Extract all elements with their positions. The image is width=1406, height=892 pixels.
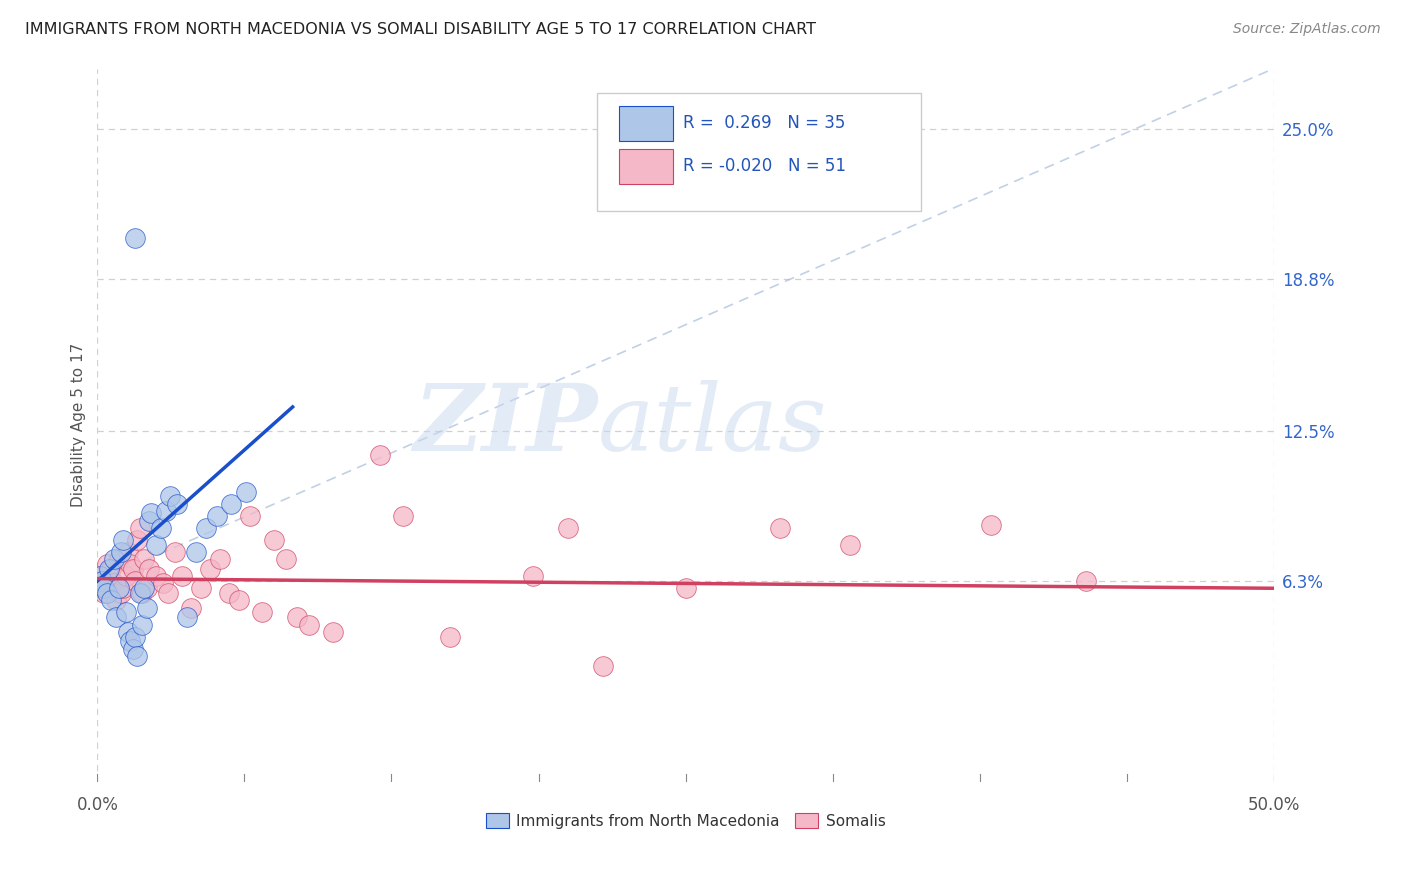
Point (100, 562, 122, 576)
Point (96, 557, 118, 571)
Point (124, 231, 146, 245)
Point (103, 552, 125, 566)
Point (145, 538, 167, 552)
Point (114, 606, 136, 620)
Point (285, 610, 308, 624)
Text: Source: ZipAtlas.com: Source: ZipAtlas.com (1233, 22, 1381, 37)
Point (176, 610, 198, 624)
Point (120, 557, 142, 571)
Point (839, 538, 862, 552)
Point (235, 484, 257, 499)
Point (96, 586, 118, 600)
Point (675, 581, 697, 595)
Point (127, 533, 149, 547)
Point (152, 576, 174, 591)
Point (112, 533, 135, 547)
Point (239, 508, 262, 523)
Point (980, 518, 1002, 533)
Point (103, 576, 125, 591)
Point (107, 552, 129, 566)
Point (105, 593, 128, 607)
FancyBboxPatch shape (598, 94, 921, 211)
Point (200, 562, 222, 576)
Point (250, 606, 273, 620)
Point (221, 497, 243, 511)
Point (368, 448, 391, 462)
Point (170, 569, 193, 583)
Point (98, 569, 121, 583)
Point (159, 490, 181, 504)
Point (89, 574, 111, 588)
Point (190, 581, 212, 595)
Point (134, 552, 156, 566)
Point (100, 593, 122, 607)
Point (114, 569, 136, 583)
Point (131, 617, 153, 632)
Point (218, 586, 240, 600)
Point (392, 508, 415, 523)
Point (322, 624, 344, 639)
Point (263, 533, 285, 547)
Point (163, 545, 186, 559)
Point (439, 630, 461, 644)
Text: atlas: atlas (598, 380, 827, 470)
FancyBboxPatch shape (619, 149, 672, 184)
Point (207, 508, 229, 523)
Point (128, 521, 150, 535)
Point (107, 581, 129, 595)
Point (117, 624, 139, 639)
Point (120, 634, 142, 648)
Point (145, 569, 167, 583)
Point (127, 648, 149, 663)
Point (93, 581, 115, 595)
Point (522, 569, 544, 583)
Point (138, 514, 160, 528)
Point (135, 581, 157, 595)
Point (124, 630, 146, 644)
Point (128, 586, 150, 600)
Point (156, 586, 179, 600)
Point (1074, 574, 1097, 588)
Point (298, 617, 321, 632)
Point (110, 545, 132, 559)
Point (98, 562, 121, 576)
Point (194, 521, 217, 535)
Point (121, 641, 143, 656)
Point (155, 504, 177, 518)
Text: ZIP: ZIP (413, 380, 598, 470)
Point (186, 545, 208, 559)
Text: 50.0%: 50.0% (1247, 797, 1301, 814)
Point (208, 552, 231, 566)
Legend: Immigrants from North Macedonia, Somalis: Immigrants from North Macedonia, Somalis (479, 806, 891, 835)
Point (121, 562, 143, 576)
Point (274, 552, 297, 566)
Point (89, 569, 111, 583)
Point (557, 521, 579, 535)
Point (228, 593, 250, 607)
Point (592, 658, 614, 673)
Point (91, 574, 114, 588)
Point (138, 562, 160, 576)
Point (117, 545, 139, 559)
Point (141, 506, 163, 520)
Point (91, 581, 114, 595)
Text: R = -0.020   N = 51: R = -0.020 N = 51 (683, 157, 846, 175)
Point (131, 586, 153, 600)
Text: 0.0%: 0.0% (76, 797, 118, 814)
Point (134, 581, 156, 595)
Text: IMMIGRANTS FROM NORTH MACEDONIA VS SOMALI DISABILITY AGE 5 TO 17 CORRELATION CHA: IMMIGRANTS FROM NORTH MACEDONIA VS SOMAL… (25, 22, 817, 37)
Point (105, 610, 128, 624)
Point (180, 600, 202, 615)
Point (135, 600, 157, 615)
Text: R =  0.269   N = 35: R = 0.269 N = 35 (683, 114, 845, 132)
Point (149, 521, 172, 535)
Point (166, 497, 188, 511)
FancyBboxPatch shape (619, 106, 672, 141)
Y-axis label: Disability Age 5 to 17: Disability Age 5 to 17 (72, 343, 86, 508)
Point (112, 581, 135, 595)
Point (93, 586, 115, 600)
Point (124, 574, 146, 588)
Point (110, 586, 132, 600)
Point (769, 521, 792, 535)
